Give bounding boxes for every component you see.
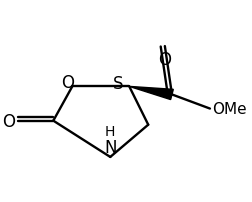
Text: S: S <box>112 75 123 93</box>
Text: N: N <box>104 138 116 156</box>
Text: H: H <box>105 124 115 138</box>
Text: OMe: OMe <box>211 102 246 117</box>
Polygon shape <box>129 87 173 100</box>
Text: O: O <box>158 51 171 69</box>
Text: O: O <box>61 74 74 92</box>
Text: O: O <box>2 112 15 130</box>
